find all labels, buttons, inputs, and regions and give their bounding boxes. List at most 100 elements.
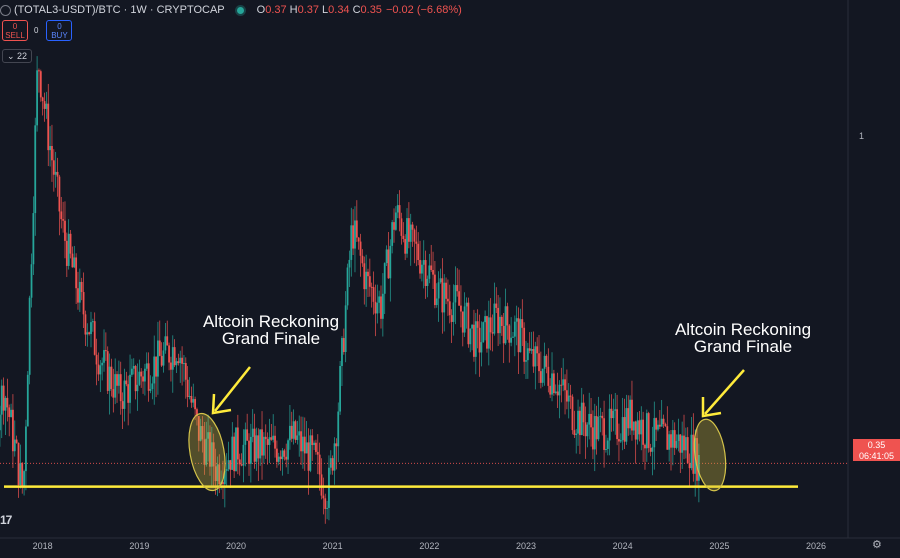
candle-body — [365, 271, 368, 290]
candle-body — [134, 365, 137, 392]
candle-body — [606, 440, 609, 449]
symbol-title[interactable]: (TOTAL3-USDT)/BTC · 1W · CRYPTOCAP — [14, 4, 225, 16]
candle-body — [121, 401, 124, 409]
annotation-left-line1: Altcoin Reckoning — [202, 312, 340, 331]
candle-body — [350, 225, 353, 260]
x-tick-label: 2026 — [806, 541, 827, 551]
candle-body — [692, 434, 695, 474]
candle-body — [476, 321, 479, 328]
candle-body — [647, 413, 650, 448]
candle-body — [640, 419, 643, 435]
candle-body — [311, 435, 314, 446]
candle-body — [502, 325, 505, 344]
candle-body — [394, 212, 397, 230]
candle-body — [593, 416, 596, 450]
candle-body — [0, 385, 3, 415]
candle-body — [324, 498, 327, 509]
candle-body — [419, 260, 421, 274]
candle-body — [545, 355, 548, 367]
candle-body — [255, 435, 258, 462]
symbol-icon — [0, 4, 11, 16]
candle-body — [489, 317, 492, 333]
sell-button[interactable]: 0 SELL — [2, 20, 28, 41]
candle-body — [571, 396, 574, 431]
candle-body — [671, 430, 674, 448]
candle-body — [430, 265, 433, 271]
candle-body — [629, 399, 632, 429]
candle-body — [99, 365, 102, 375]
candle-body — [348, 259, 351, 268]
candle-body — [467, 302, 470, 345]
candle-body — [302, 436, 304, 452]
candle-body — [658, 424, 661, 427]
candle-body — [106, 351, 109, 391]
candle-body — [184, 363, 187, 380]
candle-body — [480, 342, 483, 353]
candle-body — [240, 464, 243, 466]
candle-body — [290, 425, 293, 439]
candle-body — [595, 416, 598, 440]
candle-body — [448, 301, 451, 316]
candle-body — [603, 418, 605, 450]
candle-body — [398, 205, 401, 219]
candle-body — [130, 368, 133, 375]
candle-body — [214, 466, 217, 482]
annotation-left[interactable]: Altcoin Reckoning Grand Finale — [196, 313, 346, 347]
candle-body — [645, 413, 648, 449]
candle-body — [513, 321, 516, 337]
candle-body — [608, 408, 611, 441]
candle-body — [15, 439, 18, 443]
candle-body — [355, 220, 358, 238]
candle-body — [569, 395, 572, 397]
market-status-icon[interactable] — [236, 6, 244, 14]
candle-body — [662, 418, 665, 425]
candle-body — [417, 243, 420, 261]
candle-body — [363, 263, 366, 290]
candle-body — [32, 213, 35, 265]
candle-body — [409, 224, 412, 242]
candle-body — [428, 265, 431, 279]
buy-button[interactable]: 0 BUY — [46, 20, 73, 41]
candle-body — [424, 260, 427, 286]
candle-body — [530, 349, 533, 351]
candle-body — [19, 463, 22, 486]
candle-body — [380, 296, 382, 319]
candle-body — [597, 416, 600, 440]
annotation-right[interactable]: Altcoin Reckoning Grand Finale — [668, 321, 818, 355]
indicators-toggle[interactable]: ⌄ 22 — [2, 49, 33, 63]
candle-body — [532, 349, 535, 367]
candle-body — [683, 435, 685, 451]
candle-body — [441, 278, 444, 313]
candle-body — [104, 350, 107, 352]
candle-body — [458, 291, 460, 306]
candle-body — [249, 436, 252, 464]
candle-body — [696, 438, 698, 481]
candle-body — [473, 324, 475, 357]
candle-body — [556, 391, 559, 396]
candle-body — [21, 463, 24, 488]
tradingview-logo[interactable]: 17 — [0, 513, 12, 527]
highlight-ellipse-left — [188, 412, 226, 492]
indicators-collapse-button[interactable]: ⌄ 22 — [2, 49, 33, 63]
candle-body — [108, 366, 111, 391]
candle-body — [649, 447, 652, 452]
candle-body — [251, 428, 254, 437]
candle-body — [309, 435, 312, 471]
candle-body — [504, 306, 507, 344]
candle-body — [119, 374, 122, 402]
candle-body — [374, 301, 377, 314]
candle-body — [62, 219, 65, 221]
candle-body — [322, 495, 325, 499]
candle-body — [207, 432, 210, 439]
settings-icon[interactable]: ⚙ — [872, 539, 882, 551]
candle-body — [454, 285, 457, 303]
candle-body — [560, 384, 563, 386]
candle-body — [320, 474, 323, 496]
candle-body — [162, 350, 165, 366]
candle-body — [123, 380, 126, 409]
candle-body — [670, 434, 672, 448]
candle-body — [684, 437, 687, 451]
x-tick-label: 2025 — [709, 541, 730, 551]
candle-body — [261, 429, 263, 456]
